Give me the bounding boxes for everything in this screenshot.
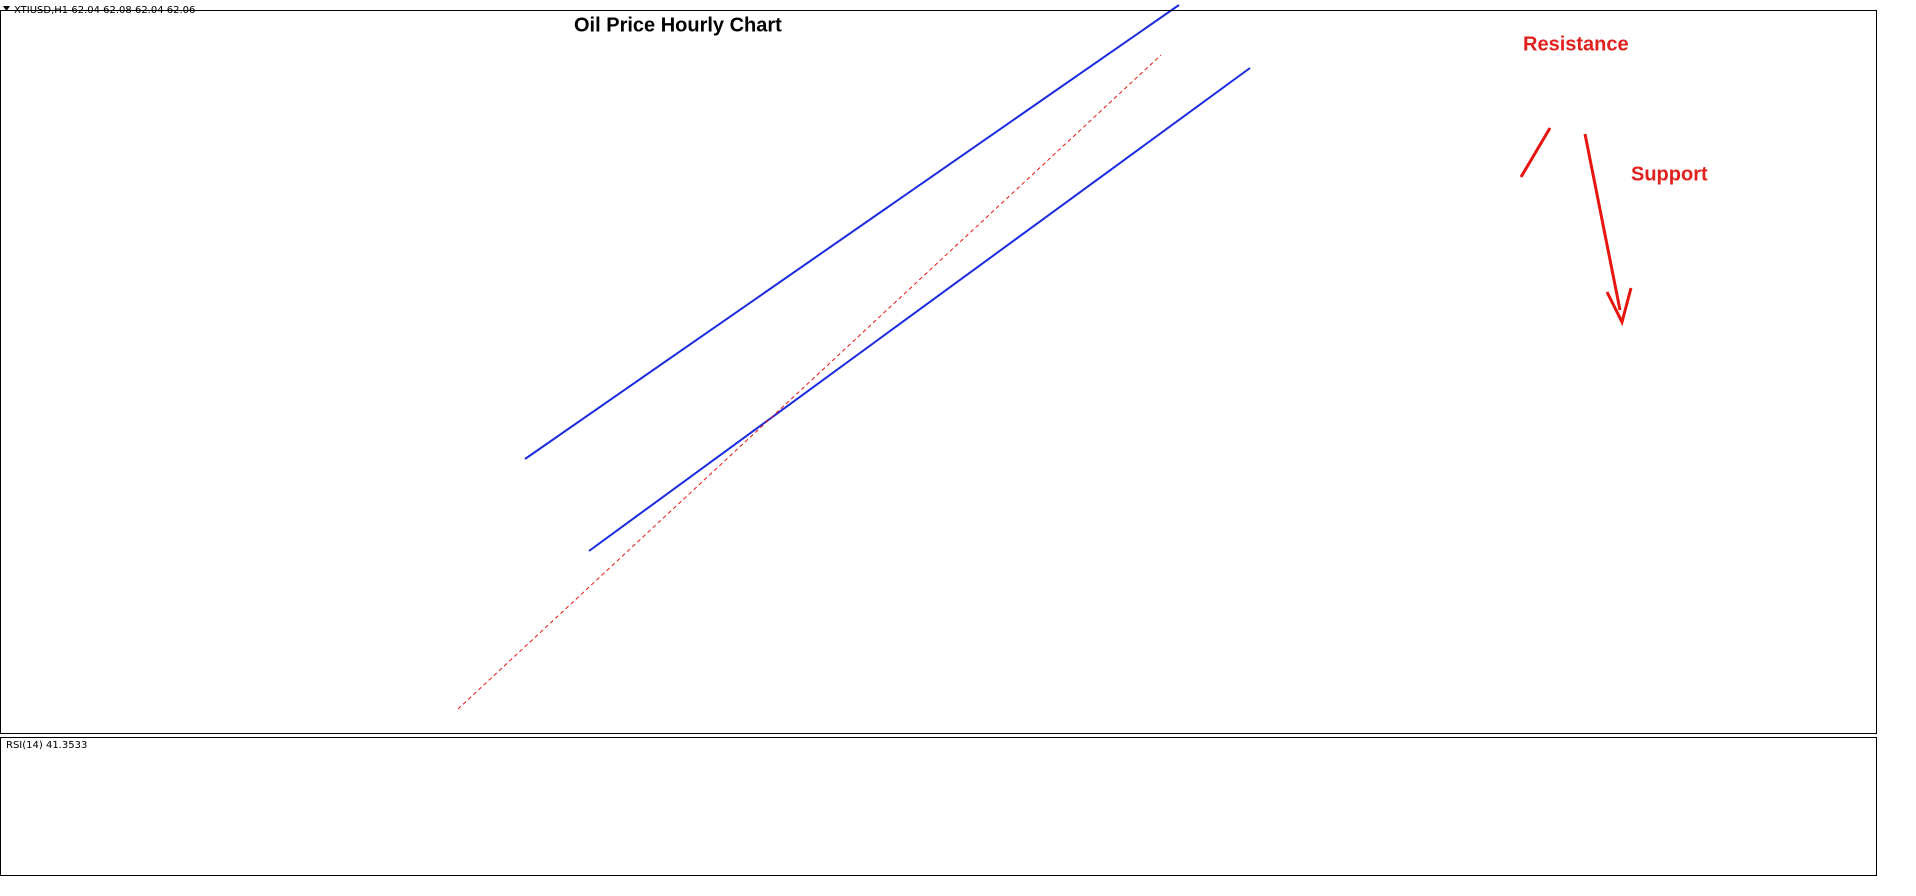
main-frame <box>0 10 1877 734</box>
fib-trend-line <box>457 54 1162 710</box>
drawings <box>457 4 1633 710</box>
annotation: Support <box>1631 163 1708 185</box>
annotation: Resistance <box>1523 33 1629 55</box>
chart-title: Oil Price Hourly Chart <box>574 14 782 36</box>
rsi-title: RSI(14) 41.3533 <box>6 740 87 751</box>
rsi-frame <box>0 737 1877 876</box>
channel-lower <box>588 67 1251 552</box>
arrow-head <box>1605 287 1633 327</box>
arrow-up <box>1519 127 1552 178</box>
menu-icon <box>3 6 10 11</box>
channel-upper <box>524 4 1180 460</box>
arrow-down <box>1583 133 1622 311</box>
